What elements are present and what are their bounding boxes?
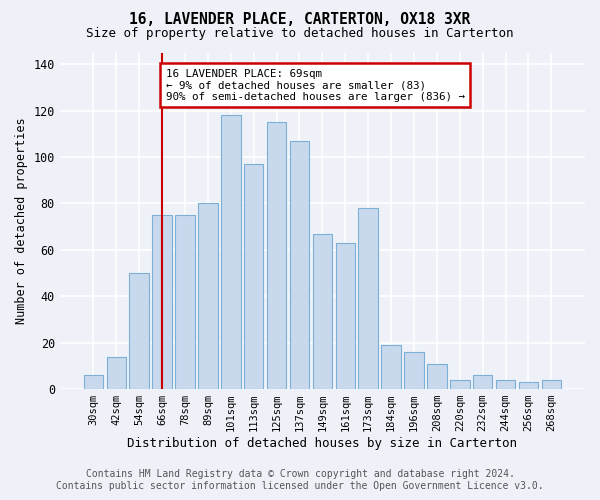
Bar xyxy=(267,122,286,389)
Bar xyxy=(107,356,126,389)
Bar xyxy=(358,208,378,389)
Text: 16 LAVENDER PLACE: 69sqm
← 9% of detached houses are smaller (83)
90% of semi-de: 16 LAVENDER PLACE: 69sqm ← 9% of detache… xyxy=(166,68,464,102)
Bar xyxy=(313,234,332,389)
Bar xyxy=(83,375,103,389)
Bar xyxy=(382,345,401,389)
Bar xyxy=(542,380,561,389)
Bar xyxy=(427,364,446,389)
Bar xyxy=(130,273,149,389)
Text: 16, LAVENDER PLACE, CARTERTON, OX18 3XR: 16, LAVENDER PLACE, CARTERTON, OX18 3XR xyxy=(130,12,470,28)
Bar xyxy=(221,115,241,389)
Bar xyxy=(450,380,470,389)
Bar xyxy=(496,380,515,389)
Bar xyxy=(404,352,424,389)
Text: Size of property relative to detached houses in Carterton: Size of property relative to detached ho… xyxy=(86,28,514,40)
Text: Contains HM Land Registry data © Crown copyright and database right 2024.
Contai: Contains HM Land Registry data © Crown c… xyxy=(56,470,544,491)
X-axis label: Distribution of detached houses by size in Carterton: Distribution of detached houses by size … xyxy=(127,437,517,450)
Bar xyxy=(198,204,218,389)
Y-axis label: Number of detached properties: Number of detached properties xyxy=(15,118,28,324)
Bar xyxy=(244,164,263,389)
Bar xyxy=(519,382,538,389)
Bar xyxy=(335,243,355,389)
Bar xyxy=(152,215,172,389)
Bar xyxy=(473,375,493,389)
Bar xyxy=(175,215,195,389)
Bar xyxy=(290,140,309,389)
